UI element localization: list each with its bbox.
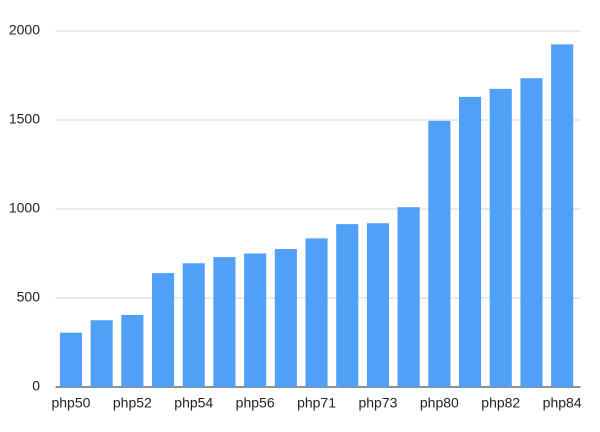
bar xyxy=(366,223,390,387)
x-tick-label: php50 xyxy=(51,395,90,411)
bar xyxy=(305,238,328,387)
y-tick-label: 1500 xyxy=(9,111,40,127)
bar xyxy=(458,96,482,388)
y-tick-label: 500 xyxy=(17,289,41,305)
bar xyxy=(551,44,574,387)
bar xyxy=(428,120,451,387)
x-tick-label: php52 xyxy=(113,395,152,411)
x-tick-label: php84 xyxy=(543,395,582,411)
x-tick-label: php54 xyxy=(174,395,213,411)
bar xyxy=(121,314,144,387)
bar xyxy=(213,257,236,387)
bar xyxy=(274,249,297,387)
x-tick-label: php71 xyxy=(297,395,336,411)
bar xyxy=(182,263,205,387)
bar xyxy=(489,88,512,387)
x-tick-label: php82 xyxy=(481,395,520,411)
bar xyxy=(397,207,420,387)
bar xyxy=(90,320,113,387)
x-tick-label: php56 xyxy=(236,395,275,411)
x-tick-label: php80 xyxy=(420,395,459,411)
bar xyxy=(520,78,543,388)
y-tick-label: 1000 xyxy=(9,200,40,216)
bar xyxy=(336,224,359,387)
x-tick-label: php73 xyxy=(358,395,397,411)
y-tick-label: 2000 xyxy=(9,22,40,38)
bar xyxy=(59,332,83,387)
bar xyxy=(244,253,267,387)
bar xyxy=(151,273,175,387)
y-tick-label: 0 xyxy=(32,378,40,394)
